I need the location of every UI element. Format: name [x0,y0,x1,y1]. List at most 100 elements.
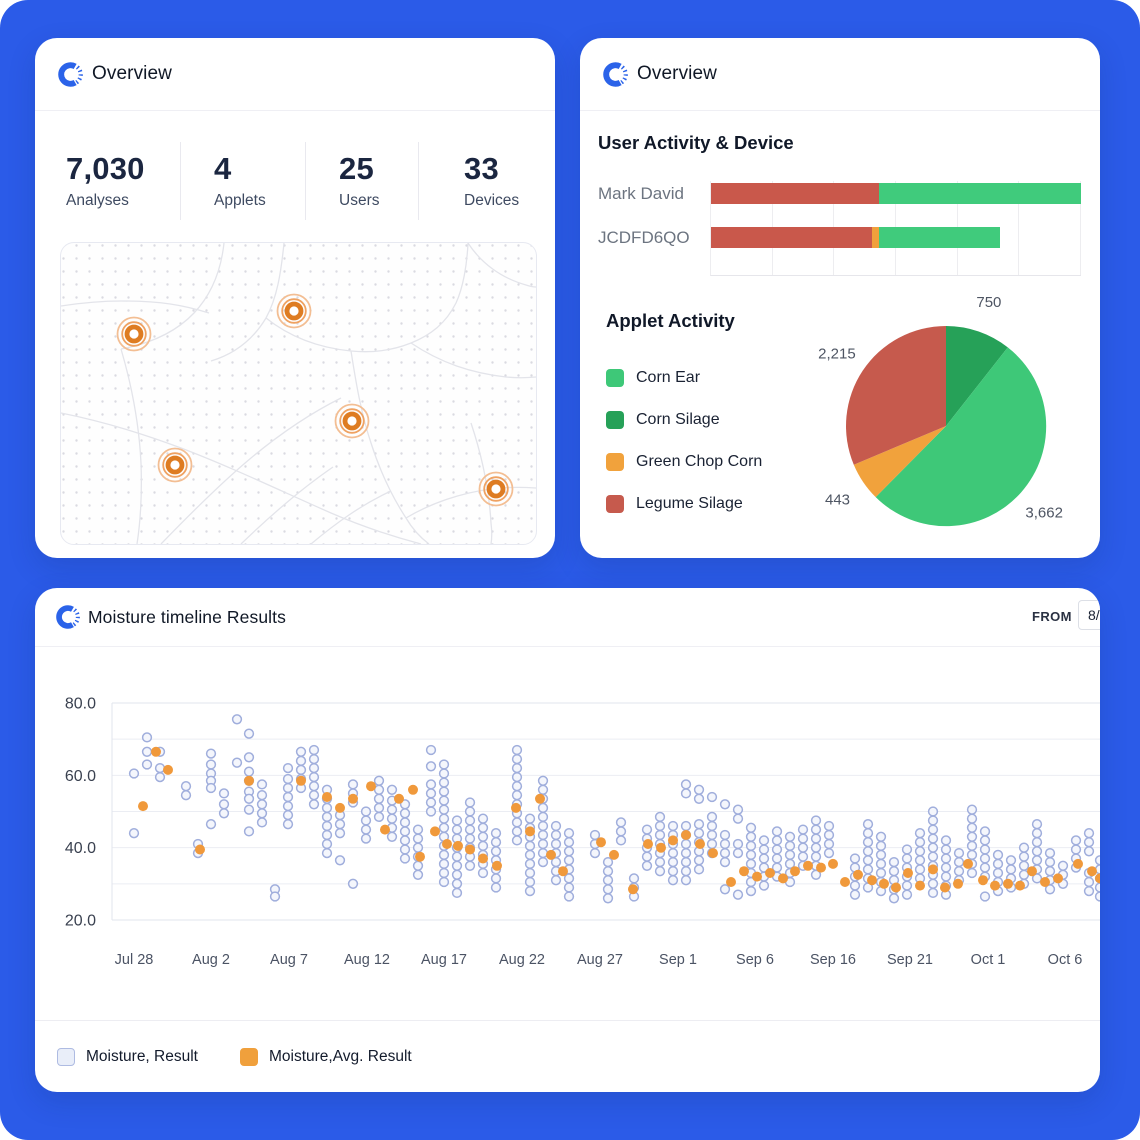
moisture-result-point [966,840,978,852]
moisture-result-point [334,855,346,866]
moisture-result-point [205,819,217,830]
moisture-result-point [386,813,398,824]
map-marker[interactable] [276,293,312,329]
stat-label: Devices [464,192,520,209]
moisture-result-point [732,838,744,850]
pie-legend-item[interactable]: Corn Silage [606,411,762,429]
moisture-result-point [1005,864,1017,875]
moisture-result-point [438,795,450,806]
pie-slice-corn-silage[interactable] [946,326,1008,426]
stat-value: 25 [339,151,374,186]
legend-item-moisture-result[interactable]: Moisture, Result [57,1047,198,1066]
moisture-result-point [680,875,692,886]
moisture-result-point [490,882,502,893]
moisture-result-point [784,849,796,861]
moisture-result-point [425,788,437,799]
moisture-result-point [966,867,978,879]
moisture-result-point [256,779,268,790]
moisture-avg-point [1095,873,1100,884]
moisture-result-point [464,824,476,835]
moisture-result-point [490,828,502,839]
moisture-avg-point [726,877,736,887]
legend-label: Corn Silage [636,411,720,428]
moisture-result-point [693,855,705,866]
map-marker[interactable] [157,447,193,483]
moisture-result-point [511,817,523,828]
pie-slice-corn-ear[interactable] [875,347,1047,527]
moisture-result-point [524,813,536,824]
moisture-result-point [927,878,939,889]
moisture-result-point [537,802,549,814]
moisture-result-point [511,744,523,756]
moisture-result-point [295,764,307,776]
moisture-result-point [940,853,952,864]
moisture-result-point [412,833,424,844]
moisture-result-point [563,873,575,884]
legend-item-moisture-avg[interactable]: Moisture,Avg. Result [239,1047,412,1066]
moisture-result-point [745,858,757,870]
moisture-result-point [399,817,411,828]
field-map[interactable] [60,242,537,545]
moisture-result-point [654,820,666,832]
moisture-result-point [732,847,744,859]
from-date-input[interactable] [1078,600,1100,630]
legend-swatch [606,495,624,513]
moisture-result-point [771,835,783,846]
moisture-result-point [537,784,549,795]
moisture-result-point [953,847,965,859]
moisture-scatter-chart[interactable]: 80.0 60.0 40.0 20.0 Jul 28 Aug 2 Aug 7 Aug 12 Au… [35,646,1100,1008]
moisture-result-point [537,811,549,823]
stat-label: Analyses [66,192,129,209]
moisture-avg-point [335,802,345,813]
bar-segment-orange [871,227,880,248]
legend-label: Legume Silage [636,495,743,512]
moisture-result-point [243,804,255,815]
moisture-result-point [141,732,153,743]
moisture-result-point [966,831,978,842]
moisture-result-point [901,889,913,900]
legend-label: Green Chop Corn [636,453,763,470]
moisture-result-point [477,822,489,833]
moisture-result-point [810,815,822,826]
moisture-result-point [524,858,536,870]
moisture-result-point [141,746,153,757]
moisture-result-point [745,822,757,833]
legend-swatch [606,411,624,429]
moisture-avg-point [525,826,535,837]
stat-users: 25 Users [305,142,418,220]
moisture-result-point [940,835,952,846]
pie-slice-legume-silage[interactable] [846,326,946,465]
moisture-avg-point [1027,866,1037,877]
pie-value-label: 443 [825,491,850,508]
map-marker[interactable] [116,316,152,352]
moisture-avg-point [163,764,173,775]
moisture-result-point [927,824,939,835]
moisture-result-point [771,826,783,837]
map-canvas[interactable] [61,243,536,544]
pie-legend-item[interactable]: Legume Silage [606,495,762,513]
moisture-result-point [399,826,411,837]
moisture-result-point [875,831,887,842]
pie-slice-green-chop-corn[interactable] [853,426,946,498]
moisture-result-point [205,748,217,759]
x-tick-label: Aug 17 [421,952,467,968]
moisture-result-point [1018,851,1030,862]
moisture-result-point [745,849,757,861]
pie-legend-item[interactable]: Corn Ear [606,369,762,387]
map-marker[interactable] [478,471,514,507]
moisture-avg-point [138,801,148,812]
moisture-avg-point [151,746,161,757]
moisture-result-point [758,853,770,864]
moisture-avg-point [816,862,826,873]
map-marker[interactable] [334,403,370,439]
applet-activity-pie-chart[interactable]: 750 3,662 443 2,215 [780,283,1100,543]
moisture-result-point [979,835,991,846]
moisture-result-point [1044,866,1056,877]
moisture-avg-point [195,844,205,855]
moisture-avg-point [442,839,452,849]
moisture-result-point [719,884,731,895]
from-label: FROM [1032,609,1072,624]
moisture-avg-point [535,793,545,804]
pie-legend-item[interactable]: Green Chop Corn [606,453,762,471]
moisture-result-point [914,846,926,857]
